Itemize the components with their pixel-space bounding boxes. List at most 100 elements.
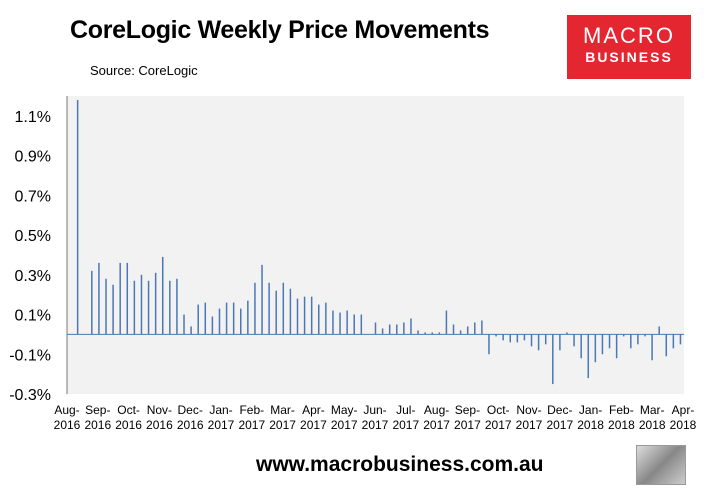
x-tick-label: Aug-2016: [54, 403, 81, 432]
bar: [601, 334, 604, 355]
bar: [615, 334, 618, 359]
bar: [76, 99, 79, 335]
bar: [154, 272, 157, 335]
bar: [105, 278, 107, 335]
bar: [388, 324, 391, 335]
bar: [658, 326, 660, 335]
bar: [516, 334, 519, 343]
x-tick-label: Jan-2017: [208, 403, 235, 432]
bar: [332, 310, 334, 335]
bar: [417, 330, 419, 335]
bar: [580, 334, 582, 359]
x-tick-label: Mar-2017: [269, 403, 296, 432]
chart-source: Source: CoreLogic: [90, 63, 198, 78]
bar: [169, 280, 171, 335]
fox-logo-icon: [636, 445, 686, 485]
bar: [91, 270, 93, 335]
bar: [587, 334, 590, 379]
bar: [608, 334, 611, 349]
bar: [232, 302, 235, 335]
bar: [119, 262, 121, 335]
bar: [176, 278, 178, 335]
bar: [247, 300, 249, 335]
bar: [218, 308, 221, 335]
bar: [630, 334, 632, 349]
y-tick-label: 0.9%: [15, 149, 51, 166]
bar: [622, 334, 625, 337]
bar: [147, 280, 150, 335]
bar: [651, 334, 653, 361]
chart-title: CoreLogic Weekly Price Movements: [70, 16, 490, 44]
bar: [452, 324, 455, 335]
x-tick-label: Nov-2017: [516, 403, 543, 432]
bar: [112, 284, 114, 335]
y-tick-label: 0.5%: [15, 228, 51, 245]
bar: [381, 328, 384, 335]
bar: [225, 302, 228, 335]
bar: [502, 334, 504, 341]
x-tick-label: Apr-2017: [300, 403, 327, 432]
bar: [374, 322, 377, 335]
bar: [268, 282, 270, 335]
bar: [261, 264, 263, 335]
bar: [637, 334, 639, 345]
bar: [672, 334, 675, 349]
bar: [544, 334, 547, 345]
bar: [318, 304, 320, 335]
plot-area: [67, 96, 684, 394]
bar: [403, 322, 405, 335]
bar: [183, 314, 185, 335]
logo-line-2: BUSINESS: [585, 49, 673, 65]
bar: [275, 290, 277, 335]
bar: [126, 262, 129, 335]
bar: [438, 332, 441, 335]
x-tick-label: Jun-2017: [362, 403, 389, 432]
bar: [289, 288, 292, 335]
bar: [509, 334, 511, 343]
bar: [459, 330, 462, 335]
y-tick-label: -0.1%: [9, 347, 51, 364]
x-tick-label: Sep-2017: [454, 403, 481, 432]
bar: [360, 314, 363, 335]
bar: [665, 334, 668, 357]
bar: [339, 312, 341, 335]
bar: [424, 332, 426, 335]
bar: [133, 280, 136, 335]
x-tick-label: Dec-2016: [177, 403, 204, 432]
bar: [566, 332, 568, 335]
bar: [488, 334, 490, 355]
bar: [481, 320, 483, 335]
x-tick-label: Aug-2017: [423, 403, 450, 432]
bar: [98, 262, 100, 335]
bar: [466, 326, 469, 335]
bar: [523, 334, 526, 341]
bar: [495, 334, 497, 337]
x-tick-label: Feb-2018: [608, 403, 635, 432]
y-tick-label: -0.3%: [9, 387, 51, 404]
bar: [254, 282, 256, 335]
y-tick-label: 0.7%: [15, 188, 51, 205]
y-tick-label: 1.1%: [15, 109, 51, 126]
bar: [140, 274, 143, 335]
bar: [190, 326, 192, 335]
bar: [530, 334, 533, 347]
bar: [410, 318, 412, 335]
x-tick-label: Dec-2017: [546, 403, 573, 432]
x-tick-label: Jan-2018: [577, 403, 604, 432]
bar: [353, 314, 355, 335]
macrobusiness-logo: MACRO BUSINESS: [567, 15, 691, 79]
bar: [559, 334, 561, 351]
footer-url: www.macrobusiness.com.au: [256, 453, 544, 476]
logo-line-1: MACRO: [583, 23, 675, 48]
x-tick-label: Oct-2016: [115, 403, 142, 432]
y-tick-labels: -0.3% -0.1% 0.1% 0.3% 0.5% 0.7% 0.9% 1.1%: [9, 109, 51, 404]
bar: [296, 298, 299, 335]
x-tick-label: Mar-2018: [639, 403, 666, 432]
bar: [211, 316, 214, 335]
bar: [204, 302, 207, 335]
bar: [537, 334, 540, 351]
y-tick-label: 0.1%: [15, 308, 51, 325]
bar: [431, 332, 433, 335]
bars-group: [76, 99, 682, 385]
